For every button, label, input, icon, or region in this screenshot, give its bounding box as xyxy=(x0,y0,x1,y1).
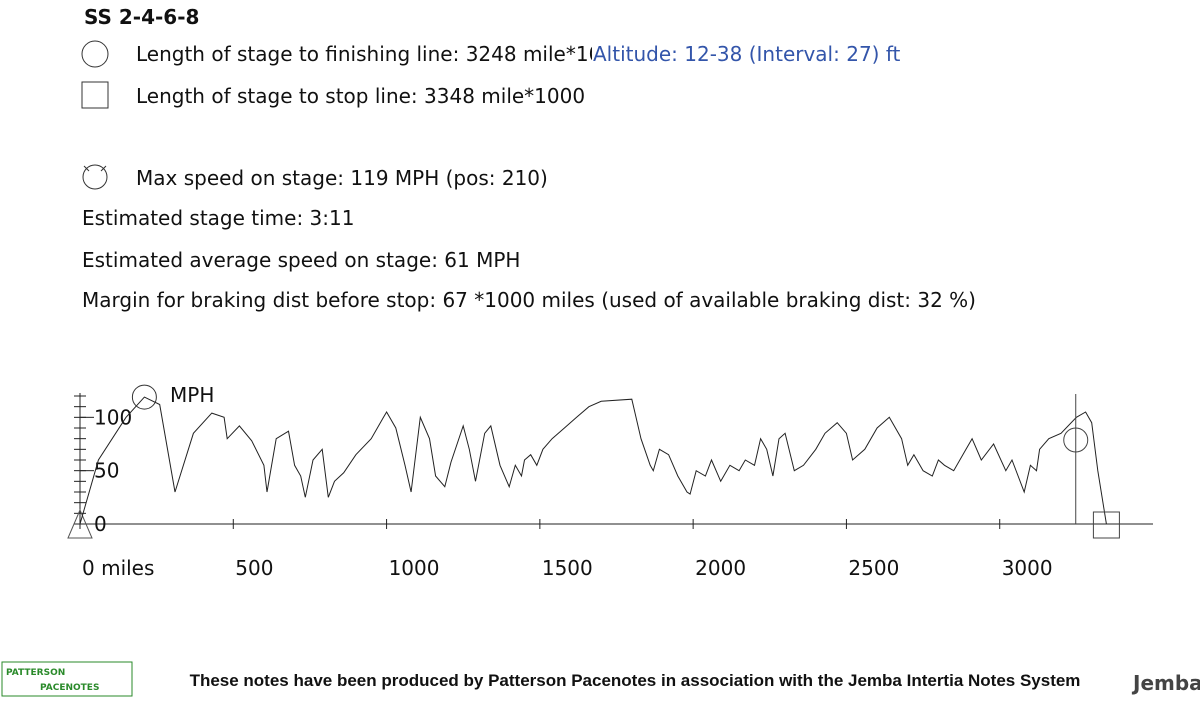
x-tick-label: 3000 xyxy=(1002,556,1053,580)
x-tick-label: 1500 xyxy=(542,556,593,580)
y-label: MPH xyxy=(170,383,214,407)
x-tick-label: 2500 xyxy=(848,556,899,580)
max-icon xyxy=(82,164,108,190)
finish-marker xyxy=(1063,427,1089,453)
x-tick-label: 500 xyxy=(235,556,273,580)
y-tick-label: 50 xyxy=(94,459,119,483)
altitude-bg xyxy=(592,38,922,68)
logo xyxy=(1,661,133,697)
footer-text: These notes have been produced by Patter… xyxy=(190,671,1081,690)
finish-icon xyxy=(81,40,109,68)
logo-bottom: PACENOTES xyxy=(40,683,99,693)
title: SS 2-4-6-8 xyxy=(84,5,199,29)
time-text: Estimated stage time: 3:11 xyxy=(82,206,354,230)
logo-top: PATTERSON xyxy=(6,668,65,678)
x-tick-label: 1000 xyxy=(389,556,440,580)
speed-line xyxy=(79,396,1107,525)
max-speed-text: Max speed on stage: 119 MPH (pos: 210) xyxy=(136,166,548,190)
x-tick-label: 2000 xyxy=(695,556,746,580)
max-speed-marker xyxy=(131,384,157,410)
max-icon-cross xyxy=(83,165,107,172)
avg-text: Estimated average speed on stage: 61 MPH xyxy=(82,248,520,272)
finish-text: Length of stage to finishing line: 3248 … xyxy=(136,42,627,66)
margin-text: Margin for braking dist before stop: 67 … xyxy=(82,288,976,312)
altitude-text: Altitude: 12-38 (Interval: 27) ft xyxy=(593,42,901,66)
brand: Jemba xyxy=(1131,671,1200,695)
stop-icon xyxy=(81,81,109,109)
origin-marker xyxy=(67,508,93,539)
x-tick-label: 0 miles xyxy=(82,556,154,580)
stop-text: Length of stage to stop line: 3348 mile*… xyxy=(136,84,585,108)
stop-marker xyxy=(1092,511,1120,539)
y-tick-label: 0 xyxy=(94,512,107,536)
